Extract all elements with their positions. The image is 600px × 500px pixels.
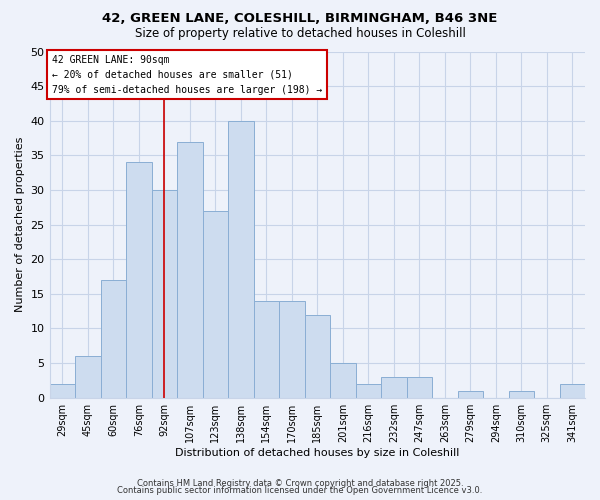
Bar — [560, 384, 585, 398]
Bar — [458, 391, 483, 398]
Bar — [126, 162, 152, 398]
Bar — [101, 280, 126, 398]
Bar — [50, 384, 75, 398]
X-axis label: Distribution of detached houses by size in Coleshill: Distribution of detached houses by size … — [175, 448, 460, 458]
Bar — [407, 377, 432, 398]
Bar — [509, 391, 534, 398]
Text: 42 GREEN LANE: 90sqm
← 20% of detached houses are smaller (51)
79% of semi-detac: 42 GREEN LANE: 90sqm ← 20% of detached h… — [52, 55, 322, 94]
Text: Contains public sector information licensed under the Open Government Licence v3: Contains public sector information licen… — [118, 486, 482, 495]
Bar — [356, 384, 381, 398]
Bar — [228, 120, 254, 398]
Bar — [381, 377, 407, 398]
Bar — [203, 211, 228, 398]
Bar — [279, 301, 305, 398]
Text: Size of property relative to detached houses in Coleshill: Size of property relative to detached ho… — [134, 28, 466, 40]
Text: Contains HM Land Registry data © Crown copyright and database right 2025.: Contains HM Land Registry data © Crown c… — [137, 478, 463, 488]
Bar — [305, 314, 330, 398]
Bar — [254, 301, 279, 398]
Y-axis label: Number of detached properties: Number of detached properties — [15, 137, 25, 312]
Bar — [152, 190, 177, 398]
Text: 42, GREEN LANE, COLESHILL, BIRMINGHAM, B46 3NE: 42, GREEN LANE, COLESHILL, BIRMINGHAM, B… — [103, 12, 497, 26]
Bar — [75, 356, 101, 398]
Bar — [330, 363, 356, 398]
Bar — [177, 142, 203, 398]
